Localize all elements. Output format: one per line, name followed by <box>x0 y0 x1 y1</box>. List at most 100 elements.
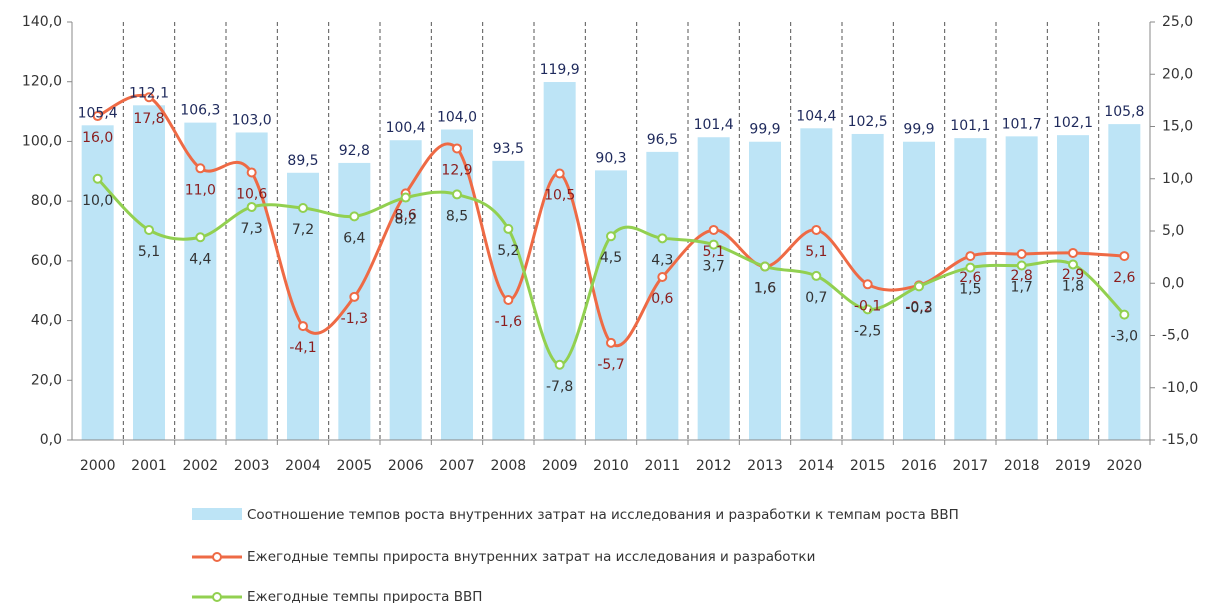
data-label: -0,1 <box>854 298 881 314</box>
legend-label: Соотношение темпов роста внутренних затр… <box>247 507 959 523</box>
data-label: 104,4 <box>796 108 836 124</box>
x-tick-label: 2013 <box>747 458 783 474</box>
line-marker <box>503 294 514 305</box>
x-tick-label: 2008 <box>491 458 527 474</box>
line-marker <box>400 192 411 203</box>
data-label: -5,7 <box>597 357 624 373</box>
data-label: 7,3 <box>241 221 263 237</box>
y2-tick-label: 10,0 <box>1162 171 1193 187</box>
data-label: 8,5 <box>446 208 468 224</box>
line-marker <box>811 270 822 281</box>
data-label: 10,5 <box>544 188 575 204</box>
line-marker <box>246 201 257 212</box>
bar <box>81 125 114 440</box>
x-tick-label: 2001 <box>131 458 167 474</box>
data-label: 89,5 <box>287 153 318 169</box>
y-tick-label: 80,0 <box>31 193 62 209</box>
data-label: 5,1 <box>703 244 725 260</box>
line-marker <box>862 279 873 290</box>
line-marker <box>657 233 668 244</box>
data-label: -0,3 <box>905 300 932 316</box>
x-tick-label: 2006 <box>388 458 424 474</box>
y-tick-label: 140,0 <box>22 14 62 30</box>
legend-label: Ежегодные темпы прироста внутренних затр… <box>247 549 815 565</box>
data-label: 4,3 <box>651 252 673 268</box>
line <box>96 177 1126 367</box>
line-marker <box>144 92 154 103</box>
line-marker <box>195 163 206 174</box>
x-tick-label: 2002 <box>183 458 219 474</box>
bar <box>543 82 576 441</box>
data-label: 5,2 <box>497 243 519 259</box>
line-marker <box>92 173 103 184</box>
data-label: 1,7 <box>1011 279 1033 295</box>
data-label: 10,6 <box>236 186 267 202</box>
data-label: 2,8 <box>1011 268 1033 284</box>
data-label: 1,6 <box>754 281 776 297</box>
data-label: -2,5 <box>854 323 881 339</box>
data-label: 99,9 <box>749 122 780 138</box>
line-marker <box>606 231 616 242</box>
data-label: -3,0 <box>1111 329 1138 345</box>
bar <box>235 132 268 440</box>
line-marker <box>606 337 616 348</box>
line-marker <box>708 224 719 235</box>
data-label: 0,6 <box>651 291 673 307</box>
data-label: 3,7 <box>703 259 725 275</box>
line-marker <box>452 189 462 200</box>
data-label: 8,2 <box>395 212 417 228</box>
data-label: -4,1 <box>289 340 316 356</box>
data-label: 17,8 <box>133 111 164 127</box>
bar <box>441 129 473 440</box>
y-tick-label: 60,0 <box>31 253 62 269</box>
x-tick-label: 2018 <box>1004 458 1040 474</box>
y2-tick-label: 20,0 <box>1162 66 1193 82</box>
legend-marker <box>212 592 222 602</box>
y2-tick-label: 5,0 <box>1162 223 1184 239</box>
data-label: 106,3 <box>180 103 220 119</box>
y-tick-label: 100,0 <box>22 133 62 149</box>
line-marker <box>298 203 308 214</box>
line-marker <box>965 262 976 273</box>
bar <box>1057 135 1089 440</box>
data-label: 101,7 <box>1002 116 1042 132</box>
data-label: 92,8 <box>339 143 370 159</box>
data-label: 1,6 <box>754 281 776 297</box>
data-label: 0,7 <box>805 290 827 306</box>
data-label: 4,5 <box>600 250 622 266</box>
data-label: 93,5 <box>493 141 524 157</box>
line-marker <box>452 143 462 154</box>
bar <box>184 122 217 441</box>
line-marker <box>195 232 206 243</box>
legend-marker <box>212 552 222 562</box>
line-marker <box>708 239 719 250</box>
data-label: 101,1 <box>950 118 990 134</box>
data-label: 99,9 <box>903 122 934 138</box>
y2-tick-label: 0,0 <box>1162 275 1184 291</box>
line-marker <box>349 291 360 302</box>
x-tick-label: 2016 <box>901 458 937 474</box>
y2-tick-label: 15,0 <box>1162 119 1193 135</box>
data-label: 7,2 <box>292 222 314 238</box>
bar <box>697 137 730 440</box>
data-label: 112,1 <box>129 85 169 101</box>
y2-tick-label: 25,0 <box>1162 14 1193 30</box>
y-tick-label: 120,0 <box>22 74 62 90</box>
line-marker <box>349 211 360 222</box>
data-label: 105,8 <box>1104 104 1144 120</box>
data-label: 5,1 <box>805 244 827 260</box>
line-marker <box>1068 247 1078 258</box>
x-tick-label: 2003 <box>234 458 270 474</box>
line-marker <box>1016 248 1027 259</box>
data-label: 1,5 <box>959 282 981 298</box>
data-label: 2,6 <box>1113 270 1135 286</box>
x-tick-label: 2020 <box>1107 458 1143 474</box>
x-tick-label: 2017 <box>953 458 989 474</box>
x-tick-label: 2009 <box>542 458 578 474</box>
data-label: 101,4 <box>694 117 734 133</box>
data-label: 8,6 <box>395 207 417 223</box>
line-marker <box>554 359 565 370</box>
bar <box>1108 124 1141 441</box>
